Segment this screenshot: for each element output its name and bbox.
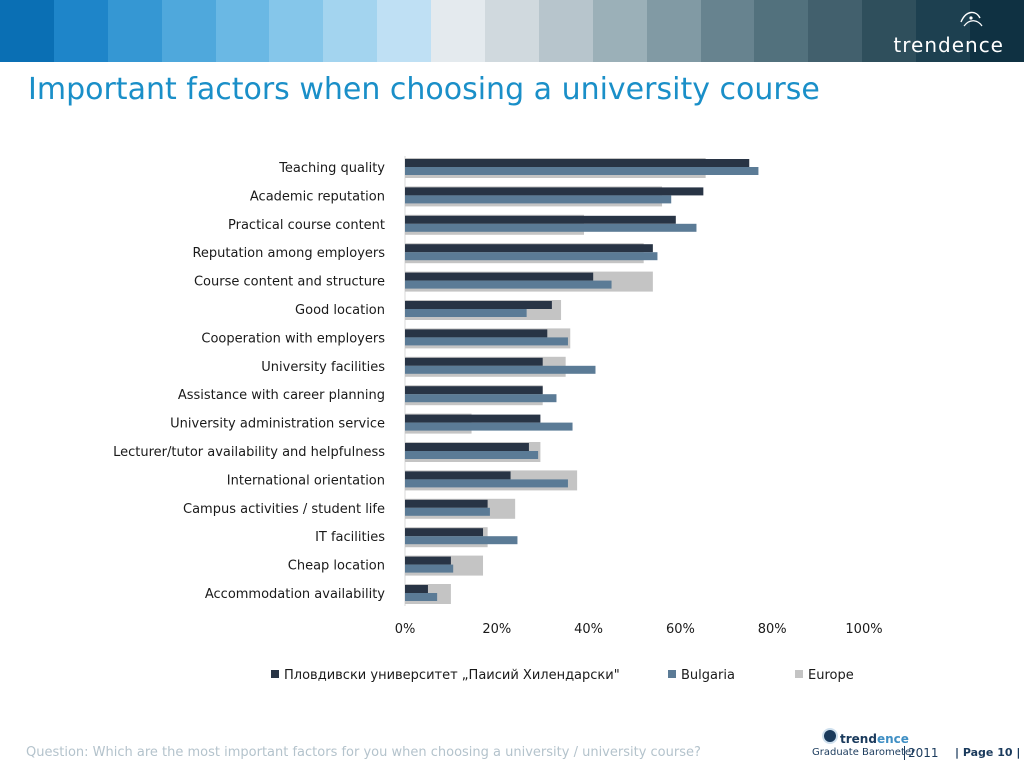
bar-plovdiv (405, 528, 484, 537)
category-label: Academic reputation (250, 189, 385, 204)
header-swatch (485, 0, 539, 62)
footer-logo-brand: trendence (840, 732, 909, 746)
bar-bulgaria (405, 422, 573, 431)
trendence-globe-icon (824, 730, 836, 742)
header-swatch (161, 0, 216, 62)
x-tick-label: 0% (395, 622, 416, 637)
bar-plovdiv (405, 499, 488, 508)
header-swatch (646, 0, 701, 62)
bar-bulgaria (405, 479, 568, 488)
bar-bulgaria (405, 195, 672, 204)
page-title: Important factors when choosing a univer… (28, 72, 820, 107)
x-tick-label: 20% (482, 622, 511, 637)
legend-label: Bulgaria (681, 668, 735, 683)
category-label: Practical course content (228, 218, 385, 233)
header-swatch (538, 0, 593, 62)
bar-bulgaria (405, 593, 438, 601)
legend-label: Europe (808, 668, 854, 683)
category-label: University administration service (170, 417, 385, 432)
footer-logo-year: 2011 (904, 746, 939, 760)
x-tick-label: 40% (574, 622, 603, 637)
category-label: University facilities (261, 360, 385, 375)
category-label: Cooperation with employers (201, 331, 385, 346)
bar-bulgaria (405, 507, 490, 516)
bar-bulgaria (405, 564, 454, 573)
category-label: Assistance with career planning (178, 388, 385, 403)
header-swatch (808, 0, 863, 62)
footer-logo-subtitle: Graduate Barometer (812, 747, 916, 758)
header-swatch (269, 0, 324, 62)
category-label: International orientation (227, 473, 385, 488)
category-label: Teaching quality (278, 161, 385, 176)
bar-bulgaria (405, 337, 568, 346)
bar-bulgaria (405, 536, 518, 545)
header-swatch (431, 0, 486, 62)
category-label: IT facilities (315, 530, 385, 545)
x-tick-label: 100% (845, 622, 882, 637)
bar-bulgaria (405, 223, 697, 232)
legend-label: Пловдивски университет „Паисий Хилендарс… (284, 668, 620, 683)
bar-bulgaria (405, 309, 527, 317)
trendence-swirl-icon (960, 11, 983, 27)
bar-plovdiv (405, 187, 704, 196)
bar-plovdiv (405, 357, 543, 366)
header-swatch (0, 0, 54, 62)
bar-plovdiv (405, 215, 676, 224)
bar-plovdiv (405, 585, 428, 593)
bar-bulgaria (405, 394, 557, 403)
category-label: Reputation among employers (192, 246, 385, 261)
bar-chart: Teaching quality Academic reputation Pract… (113, 156, 883, 683)
x-tick-label: 80% (758, 622, 787, 637)
header-swatch (377, 0, 432, 62)
header-color-band (0, 0, 1024, 62)
bar-plovdiv (405, 329, 548, 338)
bar-bulgaria (405, 365, 596, 374)
header-swatch (323, 0, 378, 62)
bar-bulgaria (405, 167, 759, 175)
category-label: Good location (295, 303, 385, 318)
header-swatch (592, 0, 647, 62)
header-swatch (970, 0, 1024, 62)
brand-logo: trendence (893, 33, 1004, 57)
header-swatch (107, 0, 162, 62)
footer-logo: trendence Graduate Barometer 2011 (812, 726, 942, 764)
category-label: Cheap location (288, 559, 385, 574)
header-swatch (700, 0, 755, 62)
page-number: | Page 10 | (955, 746, 1021, 759)
x-tick-label: 60% (666, 622, 695, 637)
bar-bulgaria (405, 451, 539, 459)
bar-plovdiv (405, 556, 451, 565)
header-swatch (754, 0, 809, 62)
legend-swatch (795, 670, 803, 678)
bar-plovdiv (405, 159, 750, 167)
bar-plovdiv (405, 244, 653, 253)
legend-swatch (668, 670, 676, 678)
header-swatch (215, 0, 270, 62)
bar-bulgaria (405, 252, 658, 261)
question-footnote: Question: Which are the most important f… (26, 745, 701, 760)
category-label: Lecturer/tutor availability and helpfuln… (113, 445, 385, 460)
category-label: Accommodation availability (205, 587, 385, 602)
bar-plovdiv (405, 471, 511, 480)
header-swatch (53, 0, 108, 62)
bar-plovdiv (405, 414, 541, 423)
legend-swatch (271, 670, 279, 678)
bar-bulgaria (405, 280, 612, 289)
header-swatch (862, 0, 917, 62)
category-label: Course content and structure (194, 275, 385, 290)
bar-plovdiv (405, 301, 552, 309)
bar-plovdiv (405, 272, 594, 281)
category-label: Campus activities / student life (183, 502, 385, 517)
bar-plovdiv (405, 443, 529, 451)
header-swatch (916, 0, 971, 62)
bar-plovdiv (405, 386, 543, 395)
